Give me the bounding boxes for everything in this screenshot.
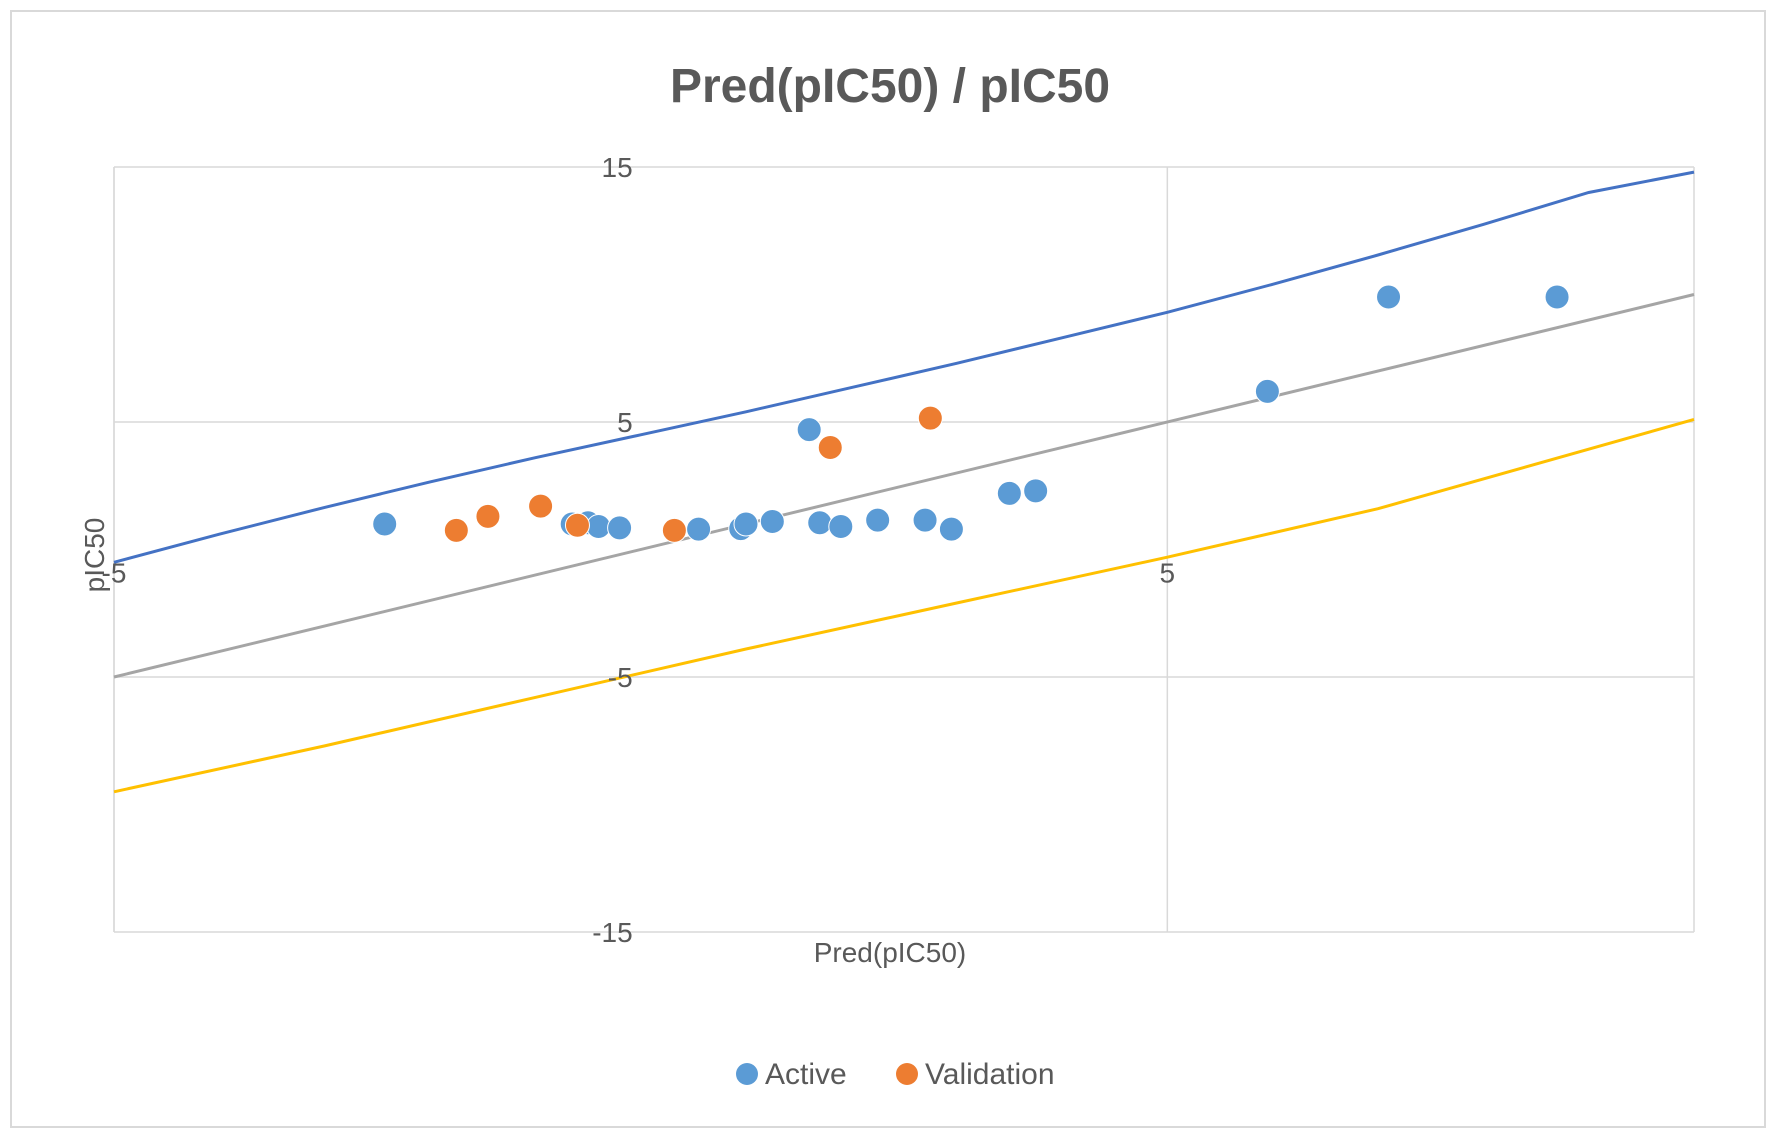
line-upper-bound [113, 170, 1695, 564]
point-active [607, 515, 633, 541]
gridlines [113, 166, 1695, 933]
point-active [586, 514, 612, 540]
point-validation [564, 512, 590, 538]
x-axis-label: Pred(pIC50) [814, 937, 967, 968]
point-active [1376, 284, 1402, 310]
trend-lines [113, 170, 1695, 794]
x-tick-label: 5 [1160, 558, 1176, 589]
point-validation [443, 517, 469, 543]
line-lower-bound [113, 417, 1695, 794]
y-tick-label: -15 [592, 917, 632, 948]
point-active [1254, 378, 1280, 404]
chart-frame: Pred(pIC50) / pIC50 -15 -5 5 15 -5 5 Pred(pIC… [10, 10, 1766, 1128]
y-tick-label: -5 [608, 662, 633, 693]
line-identity [113, 293, 1695, 679]
data-points [372, 284, 1570, 543]
chart-title: Pred(pIC50) / pIC50 [670, 60, 1110, 113]
point-active [796, 417, 822, 443]
x-tick-label: -5 [102, 558, 127, 589]
scatter-chart: Pred(pIC50) / pIC50 -15 -5 5 15 -5 5 Pred(pIC… [79, 60, 1695, 1091]
legend: Active Validation [736, 1058, 1055, 1091]
point-active [938, 516, 964, 542]
legend-label-validation: Validation [925, 1058, 1055, 1091]
point-active [1544, 284, 1570, 310]
point-active [996, 480, 1022, 506]
point-validation [661, 517, 687, 543]
point-validation [528, 493, 554, 519]
point-validation [475, 503, 501, 529]
legend-marker-validation [896, 1063, 918, 1085]
point-active [912, 507, 938, 533]
point-validation [817, 435, 843, 460]
y-tick-label: 15 [602, 152, 633, 183]
point-active [828, 514, 854, 540]
y-tick-label: 5 [617, 407, 633, 438]
point-active [1023, 478, 1049, 504]
point-active [686, 516, 712, 542]
point-active [807, 510, 833, 536]
point-active [759, 508, 785, 534]
y-axis-label: pIC50 [79, 518, 110, 593]
point-active [733, 511, 759, 537]
tick-labels: -15 -5 5 15 -5 5 [102, 152, 1176, 948]
point-validation [917, 405, 943, 431]
legend-label-active: Active [765, 1058, 847, 1091]
legend-marker-active [736, 1063, 758, 1085]
point-active [865, 507, 891, 533]
point-active [372, 511, 398, 537]
